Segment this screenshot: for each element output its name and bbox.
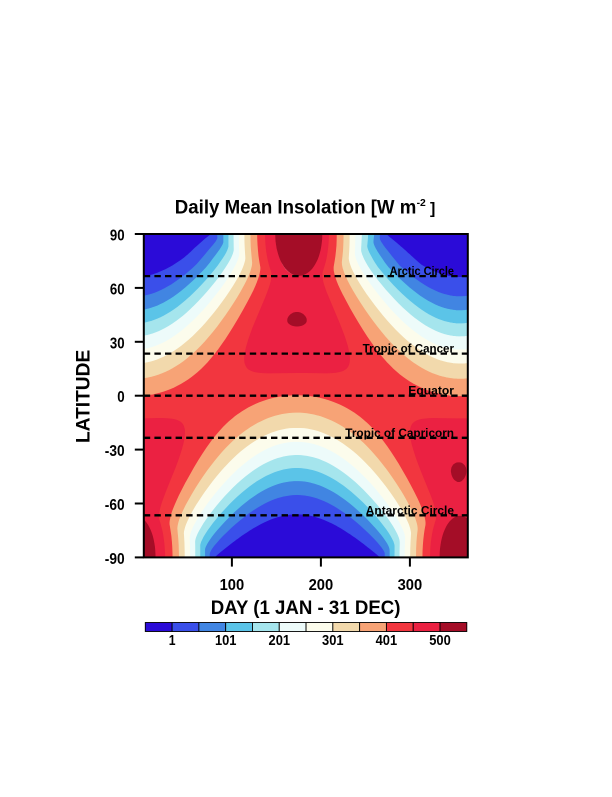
svg-text:]: ] xyxy=(430,200,435,217)
svg-text:Tropic of Cancer: Tropic of Cancer xyxy=(363,344,455,356)
svg-text:Daily Mean Insolation [W m: Daily Mean Insolation [W m xyxy=(175,198,416,219)
svg-text:-2: -2 xyxy=(417,197,426,209)
svg-text:DAY (1 JAN - 31 DEC): DAY (1 JAN - 31 DEC) xyxy=(211,598,401,619)
svg-text:100: 100 xyxy=(220,577,245,594)
svg-text:Antarctic Circle: Antarctic Circle xyxy=(366,505,454,517)
svg-text:301: 301 xyxy=(322,632,344,649)
svg-text:Tropic of Capricorn: Tropic of Capricorn xyxy=(345,428,454,440)
svg-text:1: 1 xyxy=(169,632,176,649)
svg-text:-60: -60 xyxy=(105,497,125,514)
svg-text:LATITUDE: LATITUDE xyxy=(74,350,95,443)
svg-text:101: 101 xyxy=(215,632,237,649)
svg-text:30: 30 xyxy=(110,335,125,352)
svg-text:60: 60 xyxy=(110,281,125,298)
svg-text:300: 300 xyxy=(398,577,423,594)
svg-text:Equator: Equator xyxy=(408,386,454,398)
svg-text:Arctic Circle: Arctic Circle xyxy=(390,266,454,278)
svg-text:201: 201 xyxy=(269,632,291,649)
svg-text:90: 90 xyxy=(110,228,125,245)
svg-text:-90: -90 xyxy=(105,551,125,568)
svg-text:0: 0 xyxy=(117,389,124,406)
svg-text:401: 401 xyxy=(376,632,398,649)
svg-text:200: 200 xyxy=(309,577,334,594)
svg-text:-30: -30 xyxy=(105,443,125,460)
svg-text:500: 500 xyxy=(429,632,451,649)
